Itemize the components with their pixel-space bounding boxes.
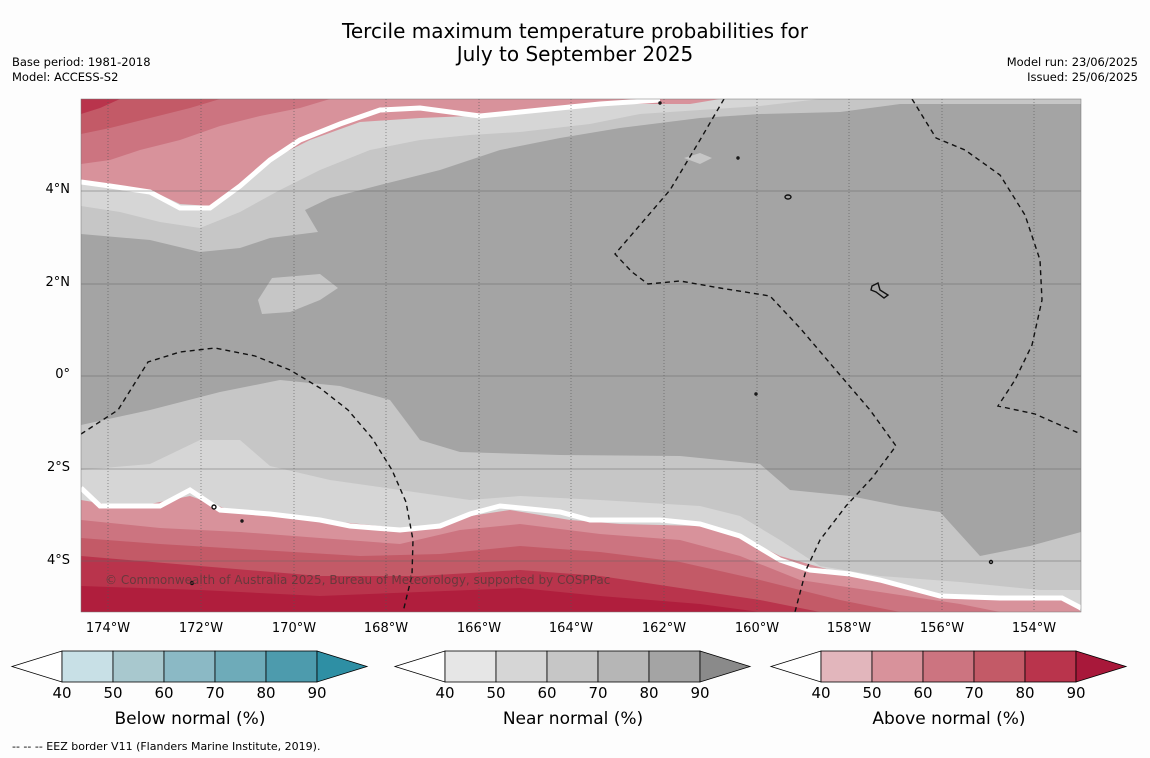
above-normal-north-80 — [81, 99, 120, 114]
below-tick-90: 90 — [307, 684, 327, 702]
lon-label-160w: 160°W — [734, 621, 780, 636]
figure-title-line2: July to September 2025 — [456, 42, 694, 66]
below-colorbar-swatch-40 — [61, 650, 114, 683]
north-red-boundary — [81, 99, 661, 211]
above-colorbar-swatch-60 — [922, 650, 975, 683]
above-colorbar-swatch-80 — [1024, 650, 1077, 683]
lon-label-168w: 168°W — [363, 621, 409, 636]
copyright-credit: © Commonwealth of Australia 2025, Bureau… — [105, 573, 611, 587]
lat-label-4n: 4°N — [45, 182, 71, 197]
model-text: Model: ACCESS-S2 — [12, 70, 119, 84]
below-colorbar-extend-low — [10, 650, 63, 683]
below-normal-title: Below normal (%) — [114, 709, 266, 729]
lat-label-2n: 2°N — [45, 275, 71, 290]
above-tick-80: 80 — [1015, 684, 1035, 702]
lat-label-4s: 4°S — [46, 553, 70, 568]
probability-field — [81, 99, 1081, 612]
near-tick-70: 70 — [588, 684, 608, 702]
near-colorbar-swatch-70 — [597, 650, 650, 683]
near-tick-80: 80 — [639, 684, 659, 702]
below-colorbar-swatch-50 — [112, 650, 165, 683]
near-colorbar-extend-high — [699, 650, 752, 683]
near-tick-40: 40 — [435, 684, 455, 702]
lon-label-166w: 166°W — [456, 621, 502, 636]
lon-label-154w: 154°W — [1011, 621, 1057, 636]
near-tick-60: 60 — [537, 684, 557, 702]
lat-label-2s: 2°S — [46, 460, 70, 475]
figure-title-line1: Tercile maximum temperature probabilitie… — [342, 19, 808, 43]
below-tick-40: 40 — [52, 684, 72, 702]
below-colorbar-swatch-60 — [163, 650, 216, 683]
above-colorbar-swatch-50 — [871, 650, 924, 683]
above-normal-north-50 — [81, 99, 720, 206]
colorbar-group — [10, 650, 1128, 683]
eez-borders — [81, 99, 1081, 612]
near-colorbar-swatch-60 — [546, 650, 599, 683]
below-colorbar-extend-high — [316, 650, 369, 683]
island-outlines — [189, 101, 994, 586]
near-tick-90: 90 — [690, 684, 710, 702]
near-colorbar-swatch-50 — [495, 650, 548, 683]
lon-label-158w: 158°W — [826, 621, 872, 636]
above-colorbar-extend-high — [1075, 650, 1128, 683]
lon-label-156w: 156°W — [919, 621, 965, 636]
above-tick-70: 70 — [964, 684, 984, 702]
base-period-text: Base period: 1981-2018 — [12, 55, 151, 69]
above-normal-north-70 — [81, 99, 220, 134]
above-normal-south-90 — [81, 586, 760, 612]
above-tick-90: 90 — [1066, 684, 1086, 702]
below-tick-70: 70 — [205, 684, 225, 702]
lat-label-0: 0° — [55, 367, 70, 382]
near-colorbar-swatch-80 — [648, 650, 701, 683]
eez-footnote: -- -- -- EEZ border V11 (Flanders Marine… — [12, 740, 321, 753]
near-normal-patch-small — [684, 153, 712, 164]
above-colorbar-swatch-70 — [973, 650, 1026, 683]
lon-label-170w: 170°W — [271, 621, 317, 636]
near-normal-title: Near normal (%) — [502, 709, 644, 729]
below-colorbar-swatch-70 — [214, 650, 267, 683]
above-tick-40: 40 — [811, 684, 831, 702]
below-colorbar-swatch-80 — [265, 650, 318, 683]
near-tick-50: 50 — [486, 684, 506, 702]
below-tick-60: 60 — [154, 684, 174, 702]
below-tick-80: 80 — [256, 684, 276, 702]
near-colorbar-swatch-40 — [444, 650, 497, 683]
map-frame — [80, 98, 1082, 613]
above-normal-title: Above normal (%) — [872, 709, 1026, 729]
near-colorbar-extend-low — [393, 650, 446, 683]
lon-label-172w: 172°W — [178, 621, 224, 636]
issued-text: Issued: 25/06/2025 — [1027, 70, 1138, 84]
latitude-gridlines — [81, 190, 1081, 562]
lon-label-162w: 162°W — [641, 621, 687, 636]
lon-label-174w: 174°W — [85, 621, 131, 636]
above-colorbar-swatch-40 — [820, 650, 873, 683]
above-tick-60: 60 — [913, 684, 933, 702]
lon-label-164w: 164°W — [548, 621, 594, 636]
below-tick-50: 50 — [103, 684, 123, 702]
above-tick-50: 50 — [862, 684, 882, 702]
above-colorbar-extend-low — [769, 650, 822, 683]
south-red-boundary — [81, 486, 1081, 611]
model-run-text: Model run: 23/06/2025 — [1006, 55, 1138, 69]
